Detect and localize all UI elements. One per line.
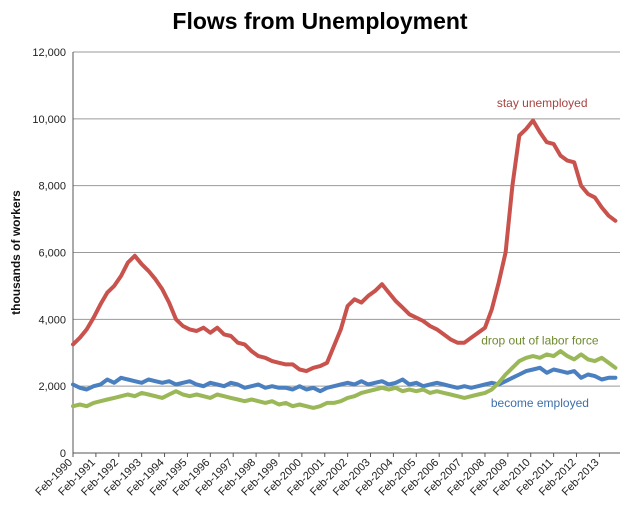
y-tick-label: 4,000 [38,314,66,326]
label-layer: stay unemployed drop out of labor force be… [481,96,599,410]
series-line [71,118,618,374]
y-tick-label: 8,000 [38,181,66,193]
series-layer [71,118,618,410]
y-tick-label: 2,000 [38,381,66,393]
y-tick-label: 12,000 [32,47,66,59]
series-label: become employed [491,396,589,410]
y-axis-title: thousands of workers [9,190,23,315]
y-tick-label: 0 [60,448,66,460]
axis-layer: 02,0004,0006,0008,00010,00012,000Feb-199… [9,47,620,498]
series-label: stay unemployed [497,96,588,110]
y-tick-label: 10,000 [32,114,66,126]
chart-title: Flows from Unemployment [172,8,468,34]
series-label: drop out of labor force [481,333,599,347]
grid-layer [73,51,620,454]
series-line [71,365,618,394]
series-line [71,349,618,410]
y-tick-label: 6,000 [38,248,66,260]
